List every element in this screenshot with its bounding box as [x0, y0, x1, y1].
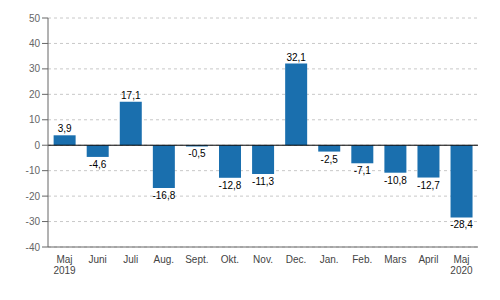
- svg-text:-2,5: -2,5: [321, 154, 339, 165]
- svg-text:Juli: Juli: [123, 254, 138, 265]
- svg-text:Nov.: Nov.: [253, 254, 273, 265]
- svg-text:Dec.: Dec.: [286, 254, 307, 265]
- svg-text:-16,8: -16,8: [152, 190, 175, 201]
- svg-text:Okt.: Okt.: [221, 254, 239, 265]
- svg-text:Aug.: Aug.: [153, 254, 174, 265]
- svg-text:-12,7: -12,7: [417, 180, 440, 191]
- svg-text:-0,5: -0,5: [188, 148, 206, 159]
- svg-text:Juni: Juni: [88, 254, 106, 265]
- svg-text:32,1: 32,1: [286, 52, 306, 63]
- svg-text:Jan.: Jan.: [320, 254, 339, 265]
- svg-text:0: 0: [34, 140, 40, 151]
- svg-text:10: 10: [29, 114, 41, 125]
- svg-text:-7,1: -7,1: [354, 165, 372, 176]
- svg-text:-12,8: -12,8: [219, 180, 242, 191]
- svg-text:17,1: 17,1: [121, 90, 141, 101]
- svg-text:20: 20: [29, 89, 41, 100]
- svg-text:-40: -40: [26, 242, 41, 253]
- svg-text:April: April: [418, 254, 438, 265]
- svg-text:Maj2019: Maj2019: [53, 254, 76, 276]
- svg-text:Mars: Mars: [384, 254, 406, 265]
- svg-text:Feb.: Feb.: [352, 254, 372, 265]
- svg-text:-10,8: -10,8: [384, 175, 407, 186]
- svg-text:Sept.: Sept.: [185, 254, 208, 265]
- svg-text:3,9: 3,9: [58, 123, 72, 134]
- svg-text:-28,4: -28,4: [450, 219, 473, 230]
- svg-text:-30: -30: [26, 216, 41, 227]
- svg-text:-20: -20: [26, 191, 41, 202]
- svg-text:-4,6: -4,6: [89, 159, 107, 170]
- svg-text:-10: -10: [26, 165, 41, 176]
- svg-text:40: 40: [29, 38, 41, 49]
- svg-text:30: 30: [29, 63, 41, 74]
- svg-text:50: 50: [29, 13, 41, 24]
- svg-text:-11,3: -11,3: [252, 176, 274, 187]
- svg-text:Maj2020: Maj2020: [450, 254, 473, 276]
